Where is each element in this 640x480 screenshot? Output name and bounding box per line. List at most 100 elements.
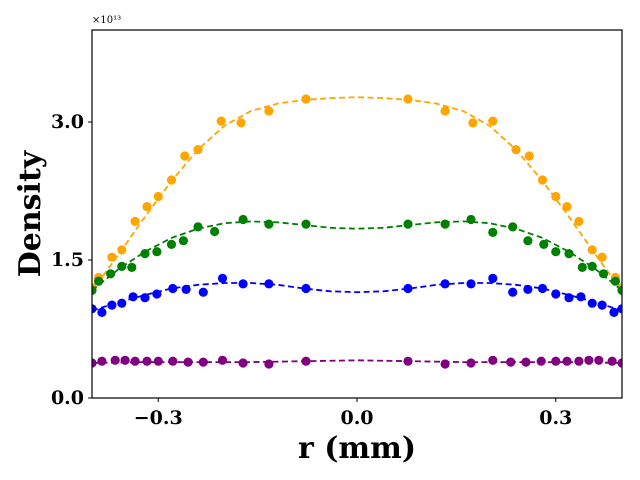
data-point-purple	[217, 355, 228, 365]
data-point-orange	[551, 191, 561, 202]
data-point-green	[488, 227, 498, 237]
data-point-blue	[466, 279, 476, 289]
data-point-orange	[488, 116, 498, 126]
data-point-blue	[597, 300, 607, 310]
data-point-purple	[110, 355, 120, 365]
data-point-orange	[153, 191, 163, 202]
x-tick-label: 0.0	[340, 407, 373, 429]
data-point-orange	[524, 151, 534, 161]
data-point-orange	[166, 175, 177, 185]
data-point-orange	[511, 145, 521, 155]
data-point-orange	[264, 106, 274, 116]
data-point-purple	[168, 356, 178, 366]
data-point-blue	[403, 283, 413, 294]
data-point-orange	[180, 151, 190, 161]
series-layer	[92, 94, 622, 369]
data-point-purple	[488, 355, 498, 365]
data-point-blue	[617, 304, 622, 314]
data-point-orange	[130, 216, 140, 226]
data-point-blue	[576, 292, 586, 302]
fit-line-green	[92, 220, 622, 292]
data-point-orange	[574, 216, 584, 226]
fit-line-blue	[92, 282, 622, 312]
data-point-green	[127, 262, 137, 272]
data-point-purple	[198, 357, 208, 367]
fit-line-purple	[92, 359, 622, 364]
data-point-blue	[92, 304, 97, 314]
data-point-purple	[153, 356, 163, 366]
y-scale-exponent-label: ×10¹³	[92, 15, 121, 26]
data-point-purple	[97, 356, 107, 366]
data-point-blue	[128, 292, 138, 302]
data-point-orange	[440, 106, 450, 116]
data-point-green	[264, 219, 274, 229]
y-tick-label: 1.5	[51, 249, 84, 271]
data-point-blue	[117, 298, 127, 308]
data-point-purple	[142, 356, 152, 366]
y-axis-label: Density	[13, 149, 48, 277]
data-point-green	[166, 239, 177, 249]
data-point-green	[106, 269, 116, 279]
data-point-orange	[107, 252, 117, 262]
data-point-green	[403, 219, 413, 229]
data-point-green	[210, 226, 220, 237]
data-point-purple	[607, 356, 617, 366]
data-point-purple	[536, 356, 546, 366]
data-point-blue	[238, 279, 248, 289]
data-point-green	[193, 222, 203, 232]
data-point-purple	[551, 356, 561, 366]
data-point-green	[523, 236, 533, 246]
data-point-orange	[403, 94, 413, 104]
data-point-orange	[142, 202, 152, 212]
data-point-blue	[217, 273, 228, 283]
data-point-green	[92, 285, 97, 295]
data-point-orange	[193, 145, 203, 155]
data-point-orange	[537, 175, 548, 185]
data-point-green	[140, 249, 150, 259]
data-point-purple	[521, 357, 531, 367]
data-point-green	[598, 269, 609, 279]
data-point-purple	[238, 358, 248, 368]
data-point-green	[551, 247, 561, 257]
data-point-blue	[537, 283, 548, 294]
data-point-purple	[264, 359, 274, 369]
data-point-purple	[130, 356, 140, 366]
data-point-blue	[488, 273, 498, 283]
data-point-purple	[183, 357, 193, 367]
data-point-green	[577, 262, 587, 272]
data-point-green	[178, 236, 188, 246]
data-point-purple	[301, 356, 311, 366]
data-point-blue	[168, 283, 178, 294]
data-point-purple	[584, 355, 594, 365]
data-point-blue	[508, 287, 518, 297]
data-point-blue	[301, 283, 311, 294]
fit-line-orange	[92, 96, 622, 292]
data-point-green	[508, 222, 518, 232]
data-point-green	[587, 261, 597, 271]
y-tick-label: 0.0	[51, 387, 84, 409]
data-point-orange	[597, 252, 607, 262]
data-point-blue	[587, 298, 597, 308]
x-tick-label: 0.3	[539, 407, 572, 429]
data-point-purple	[617, 358, 622, 368]
data-point-green	[440, 219, 450, 229]
data-point-blue	[140, 293, 150, 303]
data-point-blue	[107, 300, 117, 310]
data-point-green	[152, 247, 162, 257]
data-point-purple	[403, 356, 413, 366]
x-axis-label: r (mm)	[298, 431, 416, 466]
data-point-green	[238, 214, 248, 225]
ticks-layer: −0.3 0.0 0.3 0.0 1.5 3.0	[51, 111, 572, 429]
data-point-green	[466, 214, 476, 225]
x-tick-label: −0.3	[134, 407, 183, 429]
data-point-purple	[440, 359, 450, 369]
data-point-green	[564, 249, 574, 259]
data-point-blue	[440, 279, 450, 289]
data-point-blue	[152, 289, 162, 299]
data-point-green	[617, 285, 622, 295]
y-tick-label: 3.0	[51, 111, 84, 133]
data-point-blue	[523, 284, 533, 294]
data-point-purple	[562, 356, 572, 366]
data-point-purple	[594, 355, 604, 365]
